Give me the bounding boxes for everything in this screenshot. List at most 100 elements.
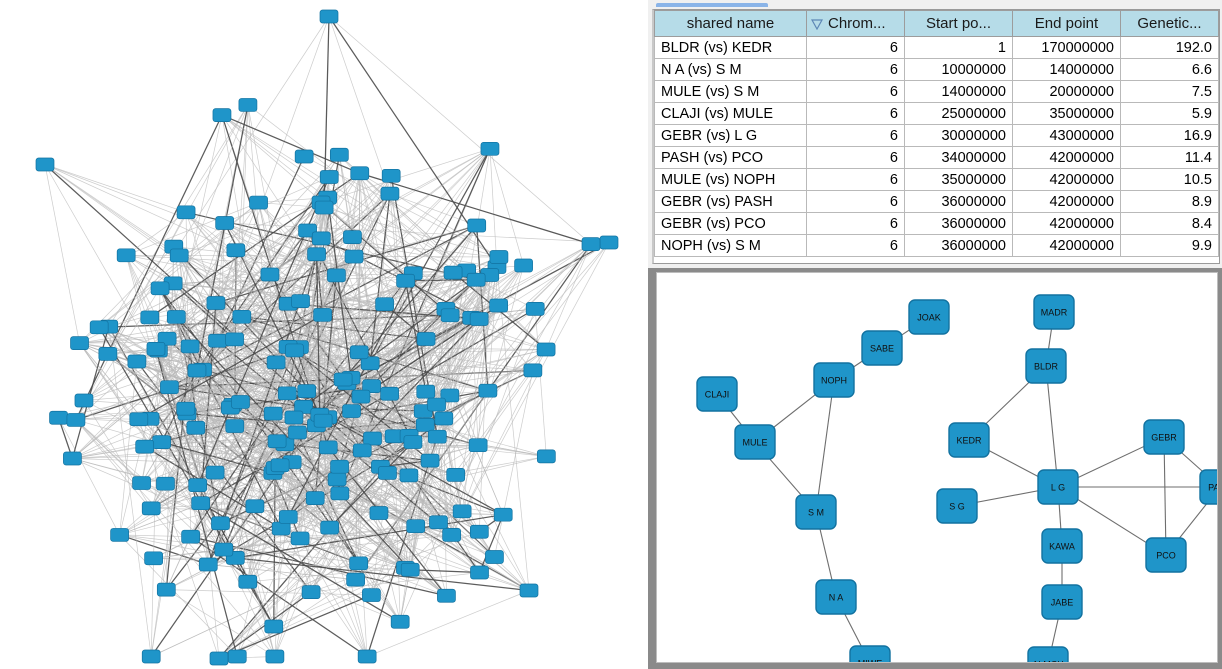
main-network-node[interactable]: [291, 294, 310, 308]
node-shape[interactable]: [349, 345, 369, 360]
main-network-node[interactable]: [226, 243, 246, 258]
node-shape[interactable]: [98, 347, 118, 361]
main-network-node[interactable]: [63, 451, 82, 466]
sort-descending-triangle-icon[interactable]: [811, 18, 823, 30]
main-network-graph[interactable]: [0, 0, 648, 669]
cell-end_point[interactable]: 20000000: [1012, 80, 1121, 103]
main-network-node[interactable]: [396, 273, 415, 288]
table-row[interactable]: BLDR (vs) KEDR 6 1 170000000 192.0: [654, 36, 1219, 59]
main-network-node[interactable]: [470, 565, 489, 580]
main-network-node[interactable]: [49, 410, 68, 425]
main-network-node[interactable]: [369, 506, 389, 520]
cell-chromosome[interactable]: 6: [806, 124, 905, 147]
column-header-start-point[interactable]: Start po...: [904, 10, 1013, 37]
main-network-node[interactable]: [265, 649, 285, 664]
main-network-node[interactable]: [284, 410, 304, 425]
main-network-node[interactable]: [290, 531, 310, 546]
subnetwork-node[interactable]: S M: [795, 494, 837, 530]
node-shape[interactable]: [313, 308, 332, 322]
main-network-node[interactable]: [599, 235, 619, 250]
main-network-node[interactable]: [157, 331, 177, 346]
node-shape[interactable]: [35, 157, 55, 172]
node-shape[interactable]: [406, 519, 426, 534]
main-network-node[interactable]: [378, 466, 397, 480]
subnetwork-edge[interactable]: [815, 379, 835, 513]
main-network-node[interactable]: [116, 248, 136, 263]
node-shape[interactable]: [493, 507, 513, 522]
node-shape[interactable]: [415, 417, 435, 432]
main-network-canvas[interactable]: [0, 0, 648, 669]
cell-shared_name[interactable]: GEBR (vs) PCO: [654, 212, 807, 235]
cell-genetic[interactable]: 5.9: [1120, 102, 1219, 125]
node-shape[interactable]: [403, 435, 423, 449]
cell-chromosome[interactable]: 6: [806, 80, 905, 103]
main-network-node[interactable]: [452, 504, 472, 519]
main-network-node[interactable]: [349, 556, 369, 571]
main-network-node[interactable]: [152, 435, 171, 449]
node-shape[interactable]: [525, 302, 545, 316]
main-network-node[interactable]: [466, 272, 486, 287]
cell-shared_name[interactable]: GEBR (vs) L G: [654, 124, 807, 147]
main-network-node[interactable]: [305, 491, 325, 505]
cell-start_point[interactable]: 35000000: [904, 168, 1013, 191]
node-shape[interactable]: [89, 320, 109, 335]
main-network-node[interactable]: [110, 528, 129, 542]
node-shape[interactable]: [265, 649, 285, 664]
main-network-node[interactable]: [238, 574, 258, 589]
main-network-node[interactable]: [135, 439, 155, 454]
main-network-node[interactable]: [127, 354, 147, 369]
main-network-node[interactable]: [132, 476, 151, 490]
node-shape[interactable]: [1041, 528, 1083, 564]
node-shape[interactable]: [180, 339, 200, 354]
node-shape[interactable]: [227, 649, 247, 664]
node-shape[interactable]: [346, 572, 365, 587]
node-shape[interactable]: [271, 521, 291, 536]
main-network-node[interactable]: [434, 411, 454, 426]
main-network-node[interactable]: [176, 401, 196, 416]
main-network-node[interactable]: [271, 521, 291, 536]
node-shape[interactable]: [427, 397, 446, 412]
main-network-node[interactable]: [514, 258, 533, 273]
cell-end_point[interactable]: 42000000: [1012, 146, 1121, 169]
node-shape[interactable]: [362, 379, 381, 393]
node-shape[interactable]: [156, 476, 175, 491]
main-network-node[interactable]: [266, 355, 286, 370]
main-network-node[interactable]: [301, 585, 321, 599]
main-network-node[interactable]: [536, 342, 556, 357]
subnetwork-node[interactable]: MULE: [734, 424, 776, 460]
node-shape[interactable]: [536, 342, 556, 357]
main-network-node[interactable]: [343, 230, 362, 244]
cell-end_point[interactable]: 42000000: [1012, 212, 1121, 235]
main-network-node[interactable]: [311, 231, 331, 246]
node-shape[interactable]: [297, 384, 317, 398]
node-shape[interactable]: [209, 651, 229, 666]
node-shape[interactable]: [215, 216, 235, 230]
cell-end_point[interactable]: 43000000: [1012, 124, 1121, 147]
node-shape[interactable]: [470, 565, 489, 580]
main-network-node[interactable]: [327, 268, 346, 283]
node-shape[interactable]: [146, 342, 166, 356]
main-network-node[interactable]: [440, 308, 460, 323]
node-shape[interactable]: [485, 550, 504, 564]
cell-genetic[interactable]: 6.6: [1120, 58, 1219, 81]
node-shape[interactable]: [266, 355, 286, 370]
node-shape[interactable]: [1037, 469, 1079, 505]
node-shape[interactable]: [489, 250, 509, 264]
node-shape[interactable]: [849, 645, 891, 662]
main-network-node[interactable]: [390, 614, 410, 629]
node-shape[interactable]: [319, 9, 339, 24]
subnetwork-node[interactable]: MADR: [1033, 294, 1075, 330]
cell-genetic[interactable]: 11.4: [1120, 146, 1219, 169]
main-network-node[interactable]: [260, 267, 280, 282]
cell-start_point[interactable]: 1: [904, 36, 1013, 59]
main-network-node[interactable]: [437, 588, 456, 603]
main-network-node[interactable]: [294, 400, 313, 414]
subnetwork-node[interactable]: SABE: [861, 330, 903, 366]
main-network-node[interactable]: [227, 649, 247, 664]
main-network-node[interactable]: [381, 168, 401, 183]
active-tab-indicator[interactable]: [656, 3, 768, 7]
main-network-node[interactable]: [249, 195, 268, 210]
main-network-node[interactable]: [211, 516, 230, 531]
main-network-node[interactable]: [141, 501, 161, 516]
node-shape[interactable]: [734, 424, 776, 460]
